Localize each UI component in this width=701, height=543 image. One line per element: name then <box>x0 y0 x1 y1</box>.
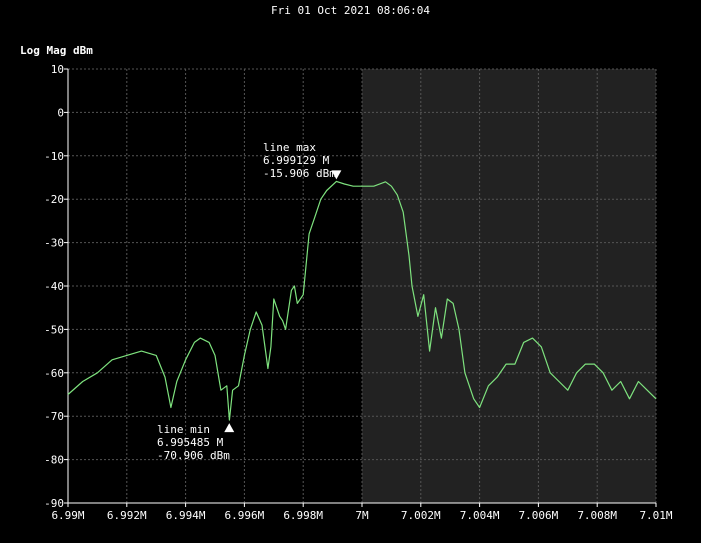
x-tick-label: 6.99M <box>51 509 84 522</box>
timestamp: Fri 01 Oct 2021 08:06:04 <box>271 4 430 17</box>
y-tick-label: 0 <box>57 106 64 119</box>
max-marker <box>331 170 342 180</box>
x-tick-label: 7.004M <box>460 509 500 522</box>
x-tick-label: 7.002M <box>401 509 441 522</box>
y-axis-label: Log Mag dBm <box>20 44 93 57</box>
y-tick-label: -60 <box>44 367 64 380</box>
y-tick-label: -50 <box>44 323 64 336</box>
x-tick-label: 7.008M <box>577 509 617 522</box>
min-marker-label: -70.906 dBm <box>157 449 230 462</box>
x-tick-label: 7.01M <box>639 509 672 522</box>
x-tick-label: 6.994M <box>166 509 206 522</box>
y-tick-label: -20 <box>44 193 64 206</box>
max-marker-label: -15.906 dBm <box>263 167 336 180</box>
y-tick-label: -30 <box>44 237 64 250</box>
min-marker-label: line min <box>157 423 210 436</box>
y-tick-label: -70 <box>44 410 64 423</box>
y-tick-label: -40 <box>44 280 64 293</box>
x-tick-label: 6.998M <box>283 509 323 522</box>
trace-line <box>67 180 657 421</box>
max-marker-label: 6.999129 M <box>263 154 330 167</box>
y-tick-label: 10 <box>51 63 64 76</box>
x-tick-label: 7.006M <box>519 509 559 522</box>
max-marker-label: line max <box>263 141 316 154</box>
y-tick-label: -80 <box>44 454 64 467</box>
x-tick-label: 6.992M <box>107 509 147 522</box>
x-tick-label: 6.996M <box>225 509 265 522</box>
min-marker-label: 6.995485 M <box>157 436 224 449</box>
min-marker <box>224 423 235 433</box>
y-tick-label: -90 <box>44 497 64 510</box>
y-tick-label: -10 <box>44 150 64 163</box>
x-tick-label: 7M <box>355 509 369 522</box>
